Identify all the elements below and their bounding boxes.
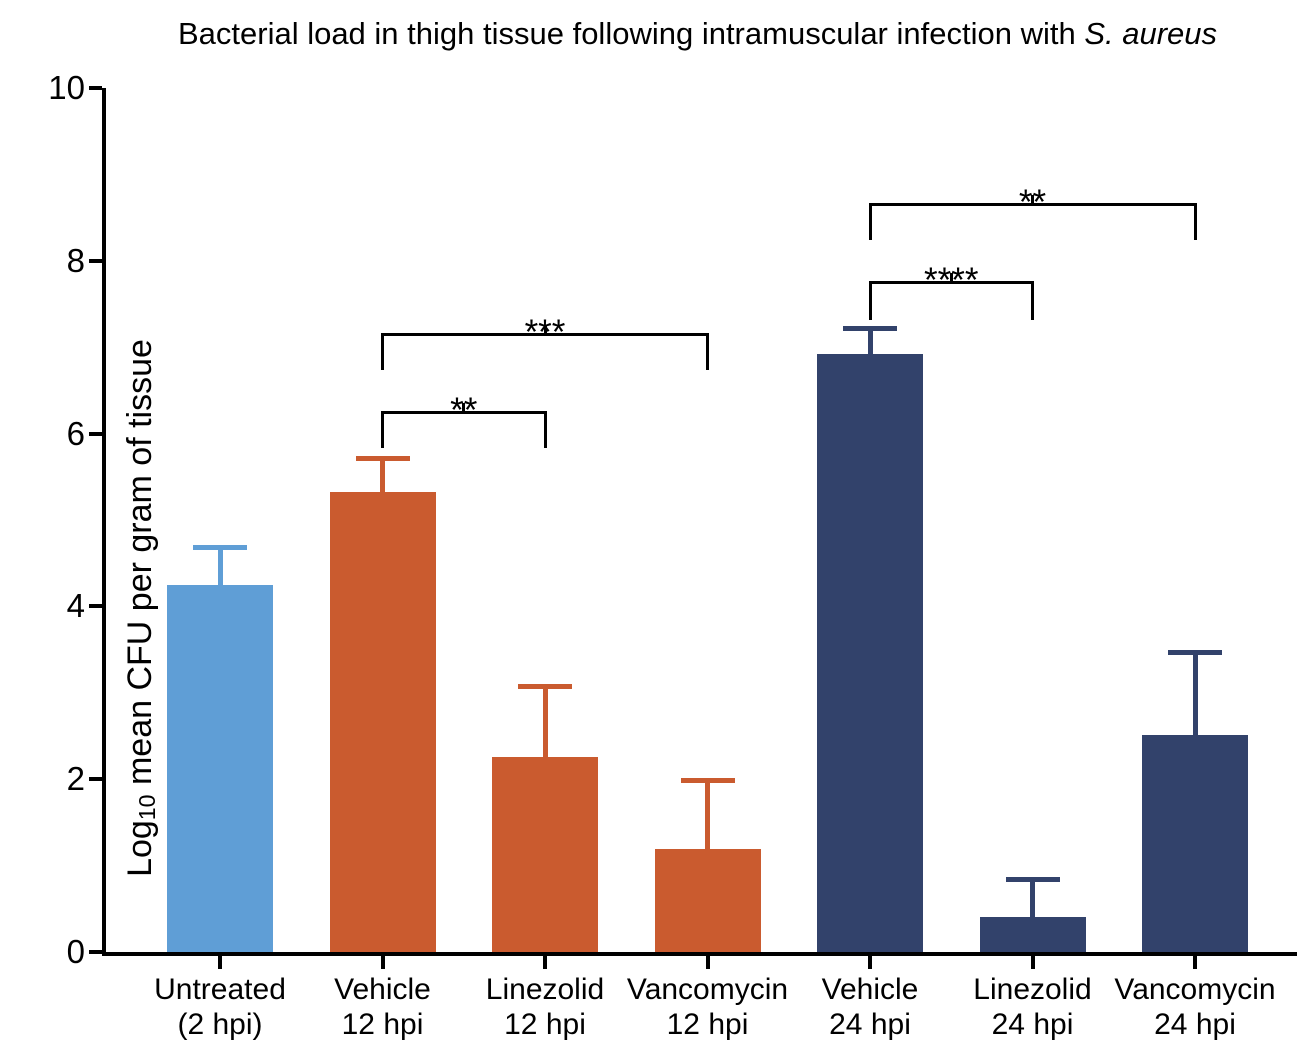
bar [329,492,436,952]
y-axis-label-prefix: Log [121,820,159,877]
y-tick-label: 8 [66,241,85,279]
x-tick-label: Vehicle 12 hpi [273,972,493,1042]
x-tick-label: Linezolid 12 hpi [435,972,655,1042]
x-tick-label-line1: Vehicle [334,973,431,1006]
x-tick-label: Vancomycin 12 hpi [598,972,818,1042]
x-tick-label-line1: Linezolid [973,973,1092,1006]
error-bar-cap [843,325,897,331]
significance-bracket: ** [868,183,1197,241]
y-axis-label-suffix: mean CFU per gram of tissue [121,339,159,795]
y-axis-label-subscript: 10 [134,794,161,821]
bar [654,849,761,952]
error-bar-stem [542,686,548,757]
y-tick [89,604,102,609]
x-tick-label-line1: Vancomycin [1114,973,1276,1006]
significance-label: *** [524,313,566,353]
error-bar-stem [217,547,223,585]
y-tick-label: 6 [66,414,85,452]
y-tick-label: 0 [66,933,85,970]
error-bar-stem [1192,652,1198,736]
x-tick [705,952,710,969]
y-tick [89,777,102,782]
y-axis-label: Log10 mean CFU per gram of tissue [118,176,162,1040]
error-bar-cap [355,456,410,462]
x-tick-label-line2: (2 hpi) [177,1008,263,1041]
x-tick [1193,952,1197,969]
x-tick [1030,952,1035,969]
significance-stub [543,325,547,337]
x-tick-label: Vancomycin 24 hpi [1085,972,1305,1042]
significance-stub [949,272,953,284]
significance-bracket: *** [381,313,709,370]
x-tick-label-line2: 12 hpi [341,1008,424,1041]
x-tick-label-line2: 24 hpi [829,1008,911,1041]
chart-title: Bacterial load in thigh tissue following… [102,16,1293,52]
significance-stub [1031,194,1034,206]
x-tick-label-line2: 24 hpi [1154,1008,1236,1041]
error-bar-cap [193,545,247,551]
bar [817,354,923,952]
x-tick-label-line2: 24 hpi [991,1008,1074,1041]
error-bar-stem [705,780,710,850]
y-tick [89,258,102,263]
y-tick-label: 10 [48,69,85,106]
x-tick [380,952,385,969]
x-tick-label: Vehicle 24 hpi [760,972,980,1042]
error-bar-cap [1005,876,1060,882]
bar [167,584,273,952]
chart-title-text: Bacterial load in thigh tissue following… [177,16,1085,51]
bar [492,756,598,952]
significance-bracket: ** [381,391,547,449]
x-tick-label-line1: Untreated [154,973,286,1006]
x-tick-label-line2: 12 hpi [666,1008,749,1041]
bar [979,916,1086,952]
y-tick [89,431,102,436]
significance-label: ** [1018,182,1047,222]
error-bar-cap [680,778,735,784]
significance-label: ** [450,391,478,431]
error-bar-stem [380,458,385,493]
x-tick-label: Linezolid 24 hpi [923,972,1143,1042]
x-tick-label-line1: Linezolid [485,973,605,1006]
y-tick [89,86,102,90]
y-tick-label: 4 [66,587,85,625]
x-tick [543,952,547,969]
significance-label: **** [924,260,979,300]
error-bar-stem [1030,879,1035,917]
x-tick [868,952,872,969]
y-tick [89,950,102,954]
x-tick-label: Untreated (2 hpi) [110,972,330,1042]
significance-bracket: **** [868,261,1034,321]
y-tick-label: 2 [66,760,85,798]
error-bar-cap [518,684,572,690]
x-tick-label-line2: 12 hpi [504,1008,586,1041]
chart-title-species: S. aureus [1084,16,1218,51]
error-bar-stem [867,328,873,355]
error-bar-cap [1168,649,1222,655]
x-tick-label-line1: Vancomycin [626,973,789,1006]
x-tick-label-line1: Vehicle [821,973,919,1006]
bar [1142,735,1248,952]
significance-stub [462,403,466,415]
x-tick [218,952,222,969]
